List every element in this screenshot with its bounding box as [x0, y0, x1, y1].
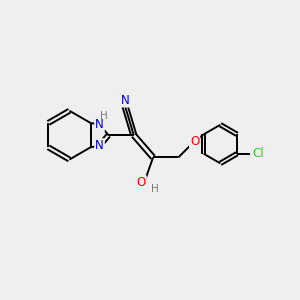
Text: O: O: [190, 135, 199, 148]
Text: N: N: [95, 139, 104, 152]
Text: O: O: [136, 176, 146, 189]
Text: N: N: [121, 94, 129, 106]
Text: H: H: [100, 111, 108, 121]
Text: N: N: [95, 118, 104, 131]
Text: Cl: Cl: [252, 147, 264, 160]
Text: H: H: [151, 184, 158, 194]
